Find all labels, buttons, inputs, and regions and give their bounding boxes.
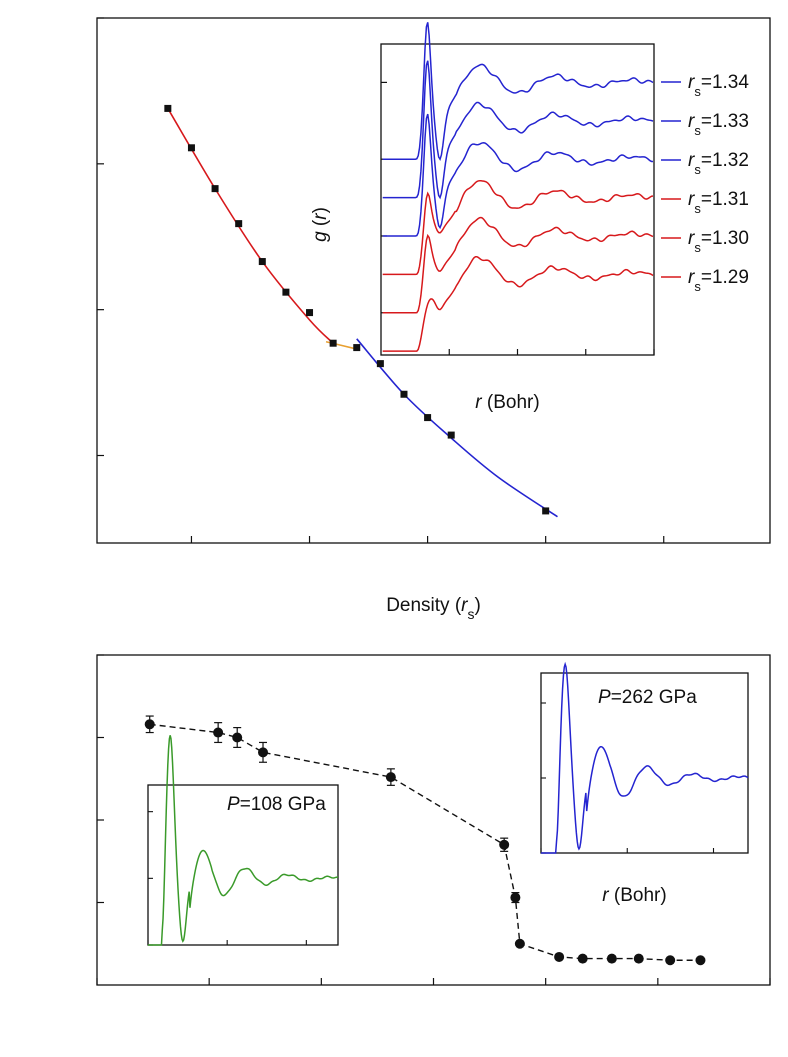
panel-b-legend-sub: s: [694, 123, 701, 138]
panel-b-legend-entry: rs=1.32: [688, 150, 749, 177]
panel-b-legend-var: r: [688, 150, 695, 171]
panel-d-annotation-var: P: [227, 794, 240, 815]
panel-b-xlabel-text: (Bohr): [482, 392, 540, 413]
panel-a-data-point: [542, 507, 550, 515]
panel-a-data-point: [353, 344, 361, 352]
panel-a: Density (rs): [96, 17, 771, 622]
panel-b-legend-entry: rs=1.33: [688, 111, 749, 138]
panel-b-legend-sub: s: [694, 201, 701, 216]
panel-b-legend-sub: s: [694, 162, 701, 177]
panel-b-legend-value: 1.33: [712, 111, 749, 132]
panel-e-annotation-value: =262 GPa: [611, 687, 698, 708]
panel-c-data-point: [144, 719, 155, 730]
panel-b-legend-var: r: [688, 72, 695, 93]
panel-b-legend-entry: rs=1.29: [688, 267, 749, 294]
panel-b-legend-sub: s: [694, 84, 701, 99]
panel-a-data-point: [447, 431, 455, 439]
panel-c-data-point: [606, 953, 617, 964]
panel-b-legend-entry: rs=1.34: [688, 72, 749, 99]
panel-e-xlabel: r (Bohr): [602, 885, 666, 906]
panel-a-data-point: [164, 104, 172, 112]
panel-b-legend-eq: =: [701, 189, 712, 210]
panel-c-data-point: [514, 938, 525, 949]
panel-d-annotation-value: =108 GPa: [240, 794, 327, 815]
panel-b: r (Bohr)g (r)rs=1.34rs=1.33rs=1.32rs=1.3…: [310, 22, 749, 413]
panel-a-fit-line: [356, 338, 558, 518]
panel-b-legend-entry: rs=1.31: [688, 189, 749, 216]
panel-a-xlabel-text: Density (: [386, 595, 462, 616]
panel-a-xlabel-close: ): [474, 595, 480, 616]
panel-c-data-point: [554, 951, 565, 962]
panel-c: [96, 654, 771, 986]
panel-b-series-line: [382, 179, 654, 276]
panel-e-xlabel-var: r: [602, 885, 609, 906]
panel-b-series-line: [382, 60, 654, 200]
panel-e-curve: [541, 661, 749, 854]
panel-c-data-point: [577, 953, 588, 964]
panel-c-data-point: [258, 747, 269, 758]
panel-b-legend-eq: =: [701, 228, 712, 249]
panel-a-data-point: [211, 185, 219, 193]
panel-e: r (Bohr) P=262 GPa: [540, 661, 749, 906]
panel-c-data-point: [385, 772, 396, 783]
panel-b-legend-sub: s: [694, 279, 701, 294]
panel-b-ylabel-var: g: [310, 231, 331, 242]
panel-b-legend-var: r: [688, 189, 695, 210]
panel-c-data-point: [510, 892, 521, 903]
panel-a-xlabel: Density (rs): [386, 595, 481, 622]
panel-b-series-line: [382, 113, 653, 237]
panel-c-data-point: [695, 955, 706, 966]
panel-a-data-point: [282, 288, 290, 296]
panel-b-legend-eq: =: [701, 72, 712, 93]
panel-b-legend-value: 1.32: [712, 150, 749, 171]
panel-c-data-point: [499, 839, 510, 850]
panel-a-data-point: [235, 220, 243, 228]
panel-b-ylabel: g (r): [310, 207, 331, 242]
panel-b-legend-var: r: [688, 267, 695, 288]
panel-a-data-point: [400, 390, 408, 398]
panel-a-data-point: [329, 339, 337, 347]
panel-a-data-point: [258, 258, 266, 266]
panel-b-xlabel-var: r: [475, 392, 482, 413]
panel-c-data-point: [213, 727, 224, 738]
panel-b-legend-entry: rs=1.30: [688, 228, 749, 255]
panel-a-fit-line: [167, 108, 334, 344]
panel-b-ylabel-open: (: [310, 219, 331, 231]
panel-d-annotation: P=108 GPa: [227, 794, 326, 815]
panel-c-data-point: [665, 955, 676, 966]
panel-c-data-point: [232, 732, 243, 743]
panel-a-frame: [96, 17, 771, 544]
panel-b-legend-var: r: [688, 111, 695, 132]
panel-b-series-line: [382, 255, 654, 352]
panel-d: P=108 GPa: [147, 735, 339, 946]
panel-b-series-line: [382, 216, 654, 314]
panel-a-xlabel-sub: s: [467, 606, 474, 622]
panel-b-legend-eq: =: [701, 150, 712, 171]
panel-b-legend-value: 1.34: [712, 72, 749, 93]
panel-b-ylabel-close: ): [310, 207, 331, 213]
panel-b-legend-sub: s: [694, 240, 701, 255]
panel-a-data-point: [376, 360, 384, 368]
panel-b-legend-eq: =: [701, 111, 712, 132]
panel-a-data-point: [424, 414, 432, 422]
panel-b-ylabel-arg: r: [310, 213, 331, 220]
panel-e-xlabel-text: (Bohr): [609, 885, 667, 906]
panel-d-curve: [148, 735, 339, 946]
panel-a-data-point: [187, 144, 195, 152]
panel-c-data-point: [633, 953, 644, 964]
panel-b-legend-value: 1.29: [712, 267, 749, 288]
panel-b-legend-eq: =: [701, 267, 712, 288]
panel-e-annotation-var: P: [598, 687, 611, 708]
panel-b-legend-var: r: [688, 228, 695, 249]
panel-b-legend-value: 1.31: [712, 189, 749, 210]
panel-e-annotation: P=262 GPa: [598, 687, 697, 708]
panel-a-data-point: [306, 309, 314, 317]
panel-b-series-line: [382, 22, 654, 161]
panel-a-xlabel-var: r: [461, 595, 468, 616]
panel-b-legend-value: 1.30: [712, 228, 749, 249]
panel-b-xlabel: r (Bohr): [475, 392, 539, 413]
